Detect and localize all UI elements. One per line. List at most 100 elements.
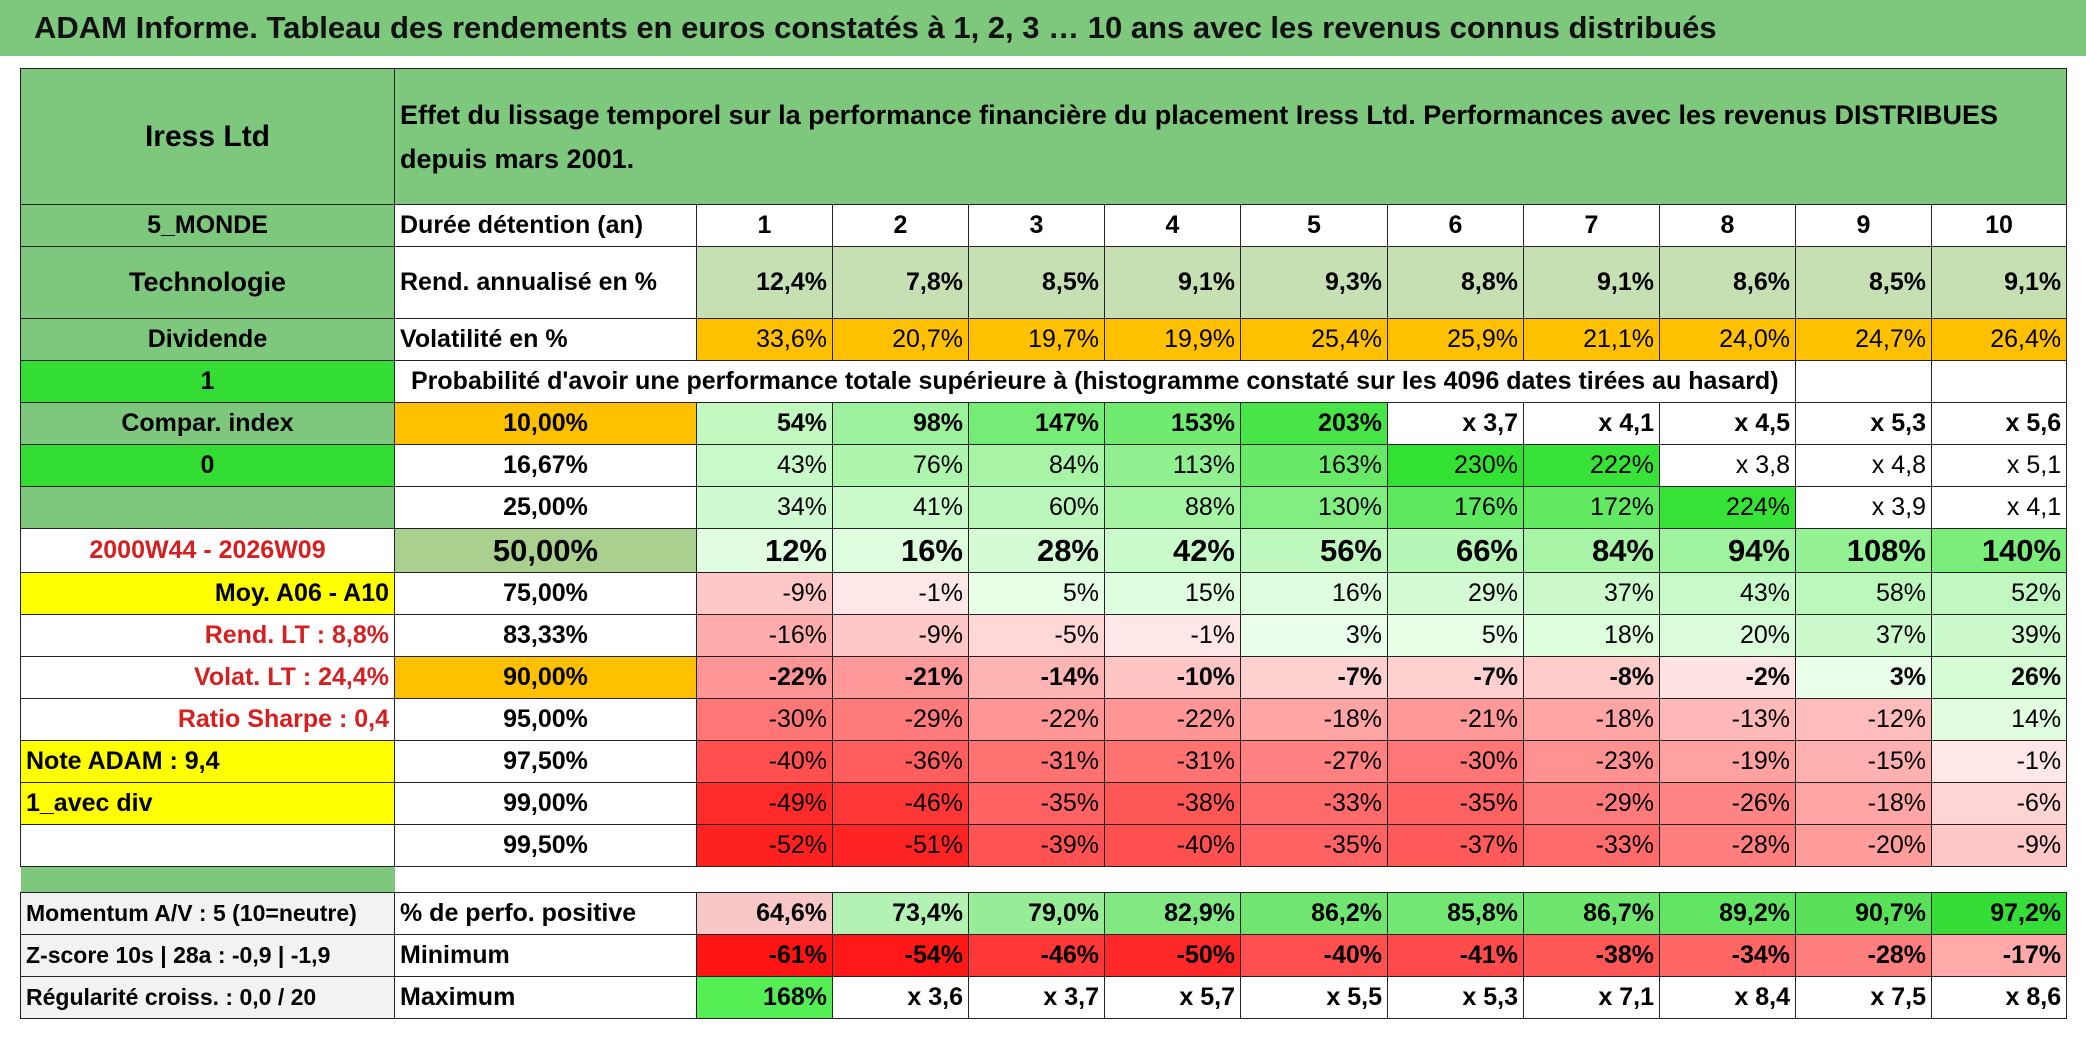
quantile-value: -40% (696, 740, 833, 783)
spacer-cell (1241, 867, 1388, 893)
max-value: 168% (696, 976, 833, 1019)
quantile-value: 76% (832, 444, 969, 487)
quantile-label: 99,50% (394, 824, 697, 867)
year-header: 4 (1104, 204, 1241, 247)
year-header: 6 (1387, 204, 1524, 247)
vol-value: 24,7% (1795, 318, 1932, 361)
vol-value: 19,7% (968, 318, 1105, 361)
note-label: Note ADAM : 9,4 (20, 740, 395, 783)
year-header: 5 (1240, 204, 1388, 247)
quantile-value: 176% (1387, 486, 1524, 529)
period-label: 2000W44 - 2026W09 (20, 528, 395, 573)
compar-label: Compar. index (20, 402, 395, 445)
quantile-value: 56% (1240, 528, 1388, 573)
year-header: 1 (696, 204, 833, 247)
quantile-label: 90,00% (394, 656, 697, 699)
year-header: 3 (968, 204, 1105, 247)
quantile-value: x 4,8 (1795, 444, 1932, 487)
spacer-cell (1388, 867, 1524, 893)
rend-value: 9,3% (1240, 246, 1388, 319)
quantile-value: 94% (1659, 528, 1796, 573)
quantile-label: 95,00% (394, 698, 697, 741)
quantile-value: 5% (1387, 614, 1524, 657)
quantile-value: 16% (832, 528, 969, 573)
quantile-value: 98% (832, 402, 969, 445)
quantile-value: 88% (1104, 486, 1241, 529)
quantile-value: -18% (1240, 698, 1388, 741)
min-value: -54% (832, 934, 969, 977)
quantile-value: x 3,8 (1659, 444, 1796, 487)
duree-label: Durée détention (an) (394, 204, 697, 247)
quantile-value: 3% (1795, 656, 1932, 699)
quantile-value: -28% (1659, 824, 1796, 867)
quantile-value: -31% (968, 740, 1105, 783)
quantile-value: -22% (968, 698, 1105, 741)
rend-value: 9,1% (1104, 246, 1241, 319)
quantile-value: 84% (1523, 528, 1660, 573)
quantile-value: -20% (1795, 824, 1932, 867)
quantile-value: 172% (1523, 486, 1660, 529)
quantile-value: 29% (1387, 572, 1524, 615)
spacer-cell (395, 867, 697, 893)
spacer-cell (1796, 867, 1932, 893)
spacer-cell (1932, 867, 2067, 893)
min-value: -28% (1795, 934, 1932, 977)
quantile-label: 10,00% (394, 402, 697, 445)
quantile-value: -52% (696, 824, 833, 867)
volat-lt-label: Volat. LT : 24,4% (20, 656, 395, 699)
quantile-value: -46% (832, 782, 969, 825)
flag-zero: 0 (20, 444, 395, 487)
pos-value: 82,9% (1104, 892, 1241, 935)
max-value: x 3,7 (968, 976, 1105, 1019)
max-value: x 3,6 (832, 976, 969, 1019)
quantile-value: -16% (696, 614, 833, 657)
max-value: x 5,5 (1240, 976, 1388, 1019)
quantile-value: -36% (832, 740, 969, 783)
quantile-value: 37% (1795, 614, 1932, 657)
quantile-value: x 4,1 (1523, 402, 1660, 445)
pos-value: 79,0% (968, 892, 1105, 935)
spacer-cell (1660, 867, 1796, 893)
quantile-value: -31% (1104, 740, 1241, 783)
footer-row-label: % de perfo. positive (394, 892, 697, 935)
quantile-label: 75,00% (394, 572, 697, 615)
quantile-value: 5% (968, 572, 1105, 615)
quantile-label: 16,67% (394, 444, 697, 487)
quantile-value: 42% (1104, 528, 1241, 573)
vol-label: Volatilité en % (394, 318, 697, 361)
quantile-value: 16% (1240, 572, 1388, 615)
quantile-value: 14% (1930, 698, 2068, 741)
quantile-value: 37% (1523, 572, 1660, 615)
empty-cell (1930, 360, 2068, 403)
table-description: Effet du lissage temporel sur la perform… (393, 68, 2068, 205)
quantile-value: -1% (1930, 740, 2068, 783)
rend-value: 8,5% (968, 246, 1105, 319)
spacer-cell (1105, 867, 1241, 893)
footer-left-label: Z-score 10s | 28a : -0,9 | -1,9 (20, 934, 395, 977)
quantile-value: 26% (1930, 656, 2068, 699)
rend-value: 9,1% (1930, 246, 2068, 319)
quantile-value: 163% (1240, 444, 1388, 487)
quantile-value: -1% (1104, 614, 1241, 657)
empty-cell (1795, 360, 1932, 403)
year-header: 10 (1930, 204, 2068, 247)
quantile-label: 99,00% (394, 782, 697, 825)
quantile-value: 28% (968, 528, 1105, 573)
quantile-value: 34% (696, 486, 833, 529)
year-header: 2 (832, 204, 969, 247)
quantile-label: 97,50% (394, 740, 697, 783)
rend-value: 8,6% (1659, 246, 1796, 319)
rend-value: 9,1% (1523, 246, 1660, 319)
avec-div-label: 1_avec div (20, 782, 395, 825)
max-value: x 5,3 (1387, 976, 1524, 1019)
vol-value: 24,0% (1659, 318, 1796, 361)
quantile-value: 140% (1930, 528, 2068, 573)
empty-cell (20, 824, 395, 867)
quantile-value: -12% (1795, 698, 1932, 741)
quantile-value: -49% (696, 782, 833, 825)
quantile-value: -21% (1387, 698, 1524, 741)
year-header: 8 (1659, 204, 1796, 247)
quantile-value: -37% (1387, 824, 1524, 867)
sharpe-label: Ratio Sharpe : 0,4 (20, 698, 395, 741)
quantile-value: -30% (696, 698, 833, 741)
